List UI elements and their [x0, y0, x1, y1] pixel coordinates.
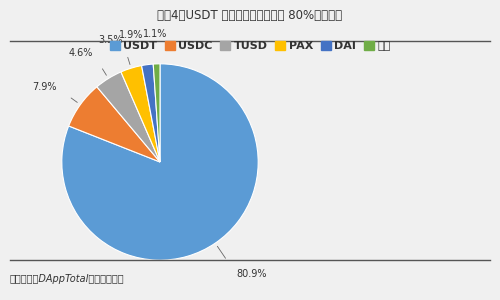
Text: 1.1%: 1.1% [144, 29, 168, 39]
Wedge shape [62, 64, 258, 260]
Text: 80.9%: 80.9% [236, 269, 266, 279]
Text: 图表4：USDT 占据全球稳定币市场 80%以上份额: 图表4：USDT 占据全球稳定币市场 80%以上份额 [158, 9, 342, 22]
Wedge shape [121, 66, 160, 162]
Wedge shape [97, 72, 160, 162]
Text: 资料来源：DAppTotal，恒大研究院: 资料来源：DAppTotal，恒大研究院 [10, 274, 124, 284]
Text: 7.9%: 7.9% [32, 82, 56, 92]
Text: 4.6%: 4.6% [68, 48, 93, 59]
Text: 3.5%: 3.5% [98, 35, 122, 45]
Wedge shape [142, 64, 160, 162]
Wedge shape [68, 87, 160, 162]
Wedge shape [153, 64, 160, 162]
Text: 1.9%: 1.9% [119, 30, 144, 40]
Legend: USDT, USDC, TUSD, PAX, DAI, 其他: USDT, USDC, TUSD, PAX, DAI, 其他 [110, 40, 390, 51]
